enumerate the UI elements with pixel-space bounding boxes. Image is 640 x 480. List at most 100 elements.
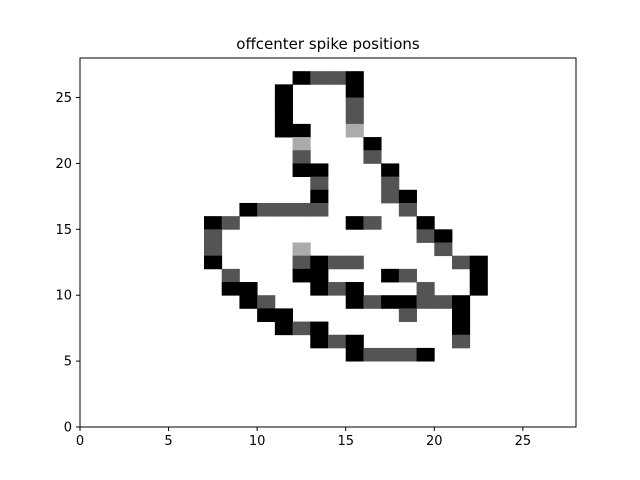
heatmap-cell (363, 150, 382, 164)
heatmap-cell (416, 229, 435, 243)
heatmap-cell (204, 255, 223, 270)
y-axis: 0 5 10 15 20 25 (55, 91, 80, 436)
x-tick-label: 20 (426, 434, 443, 449)
heatmap-cell (328, 282, 347, 296)
x-tick-label: 25 (515, 434, 532, 449)
heatmap-cell (274, 84, 293, 98)
y-tick-label: 20 (55, 157, 72, 172)
heatmap-cell (434, 295, 453, 309)
plot-frame (79, 57, 577, 428)
heatmap-cell (363, 295, 382, 309)
heatmap-cell (310, 176, 329, 191)
heatmap-cell (398, 347, 417, 362)
heatmap-cell (292, 255, 311, 270)
heatmap-cell (398, 202, 417, 217)
y-tick-label: 25 (55, 91, 72, 106)
heatmap-cell (345, 97, 364, 112)
heatmap-cell (452, 321, 471, 336)
heatmap-cell (363, 347, 382, 362)
heatmap-cell (204, 216, 223, 230)
heatmap-cell (257, 295, 276, 309)
heatmap-cell (221, 282, 240, 296)
x-tick-label: 15 (337, 434, 354, 449)
heatmap-cell (274, 321, 293, 336)
heatmap-cell (452, 308, 471, 322)
heatmap-cell (292, 137, 311, 151)
heatmap-cell (416, 295, 435, 309)
heatmap-cell (434, 229, 453, 243)
heatmap-cell (452, 255, 471, 270)
heatmap-cell (398, 295, 417, 309)
heatmap-cell (469, 255, 488, 270)
heatmap-cell (416, 347, 435, 362)
heatmap-cell (257, 202, 276, 217)
heatmap-cell (328, 255, 347, 270)
heatmap-cell (274, 110, 293, 125)
x-tick-label: 5 (164, 434, 172, 449)
heatmap-cell (274, 123, 293, 138)
heatmap-cell (292, 71, 311, 85)
heatmap-cell (310, 282, 329, 296)
heatmap-cell (221, 216, 240, 230)
heatmap-cell (469, 282, 488, 296)
heatmap-cell (469, 268, 488, 283)
heatmap-cell (310, 268, 329, 283)
heatmap-cell (381, 163, 400, 178)
heatmap-cell (381, 189, 400, 204)
heatmap-cell (257, 308, 276, 322)
heatmap-cell (416, 216, 435, 230)
heatmap-cell (204, 242, 223, 257)
heatmap-cell (292, 268, 311, 283)
heatmap-cell (292, 242, 311, 257)
heatmap-cell (416, 282, 435, 296)
heatmap-cell (274, 97, 293, 112)
heatmap-cell (345, 216, 364, 230)
heatmap-cell (398, 268, 417, 283)
heatmap-cell (345, 295, 364, 309)
heatmap-cell (345, 347, 364, 362)
chart-title: offcenter spike positions (236, 35, 420, 53)
heatmap-cell (292, 163, 311, 178)
heatmap-cell (310, 202, 329, 217)
heatmap-cell (381, 347, 400, 362)
heatmap-cell (292, 123, 311, 138)
heatmap-cell (310, 163, 329, 178)
heatmap-cell (274, 308, 293, 322)
heatmap-cell (363, 216, 382, 230)
y-tick-label: 5 (64, 355, 72, 370)
heatmap-cell (434, 242, 453, 257)
heatmap-cell (345, 282, 364, 296)
heatmap-cell (328, 334, 347, 349)
heatmap-cell (310, 334, 329, 349)
heatmap-cell (452, 295, 471, 309)
y-tick-label: 10 (55, 289, 72, 304)
heatmap-cell (292, 202, 311, 217)
x-tick-label: 0 (76, 434, 84, 449)
heatmap-cell (310, 189, 329, 204)
heatmap-cell (239, 282, 258, 296)
heatmap-cell (345, 123, 364, 138)
heatmap-cell (292, 321, 311, 336)
heatmap-cell (345, 71, 364, 85)
heatmap-cell (239, 202, 258, 217)
heatmap-cell (452, 334, 471, 349)
heatmap-cell (204, 229, 223, 243)
heatmap-cell (381, 268, 400, 283)
heatmap-cell (345, 84, 364, 98)
heatmap-cell (221, 268, 240, 283)
heatmap-cell (381, 295, 400, 309)
heatmap-cell (292, 150, 311, 164)
heatmap-cell (310, 255, 329, 270)
heatmap-cell (310, 321, 329, 336)
x-tick-label: 10 (249, 434, 266, 449)
heatmap-cells (204, 71, 488, 362)
heatmap-cell (328, 71, 347, 85)
heatmap-cell (310, 71, 329, 85)
y-tick-label: 0 (64, 421, 72, 436)
x-axis: 0 5 10 15 20 25 (76, 427, 531, 449)
heatmap-cell (345, 110, 364, 125)
heatmap-cell (274, 202, 293, 217)
heatmap-cell (398, 189, 417, 204)
heatmap-cell (363, 137, 382, 151)
